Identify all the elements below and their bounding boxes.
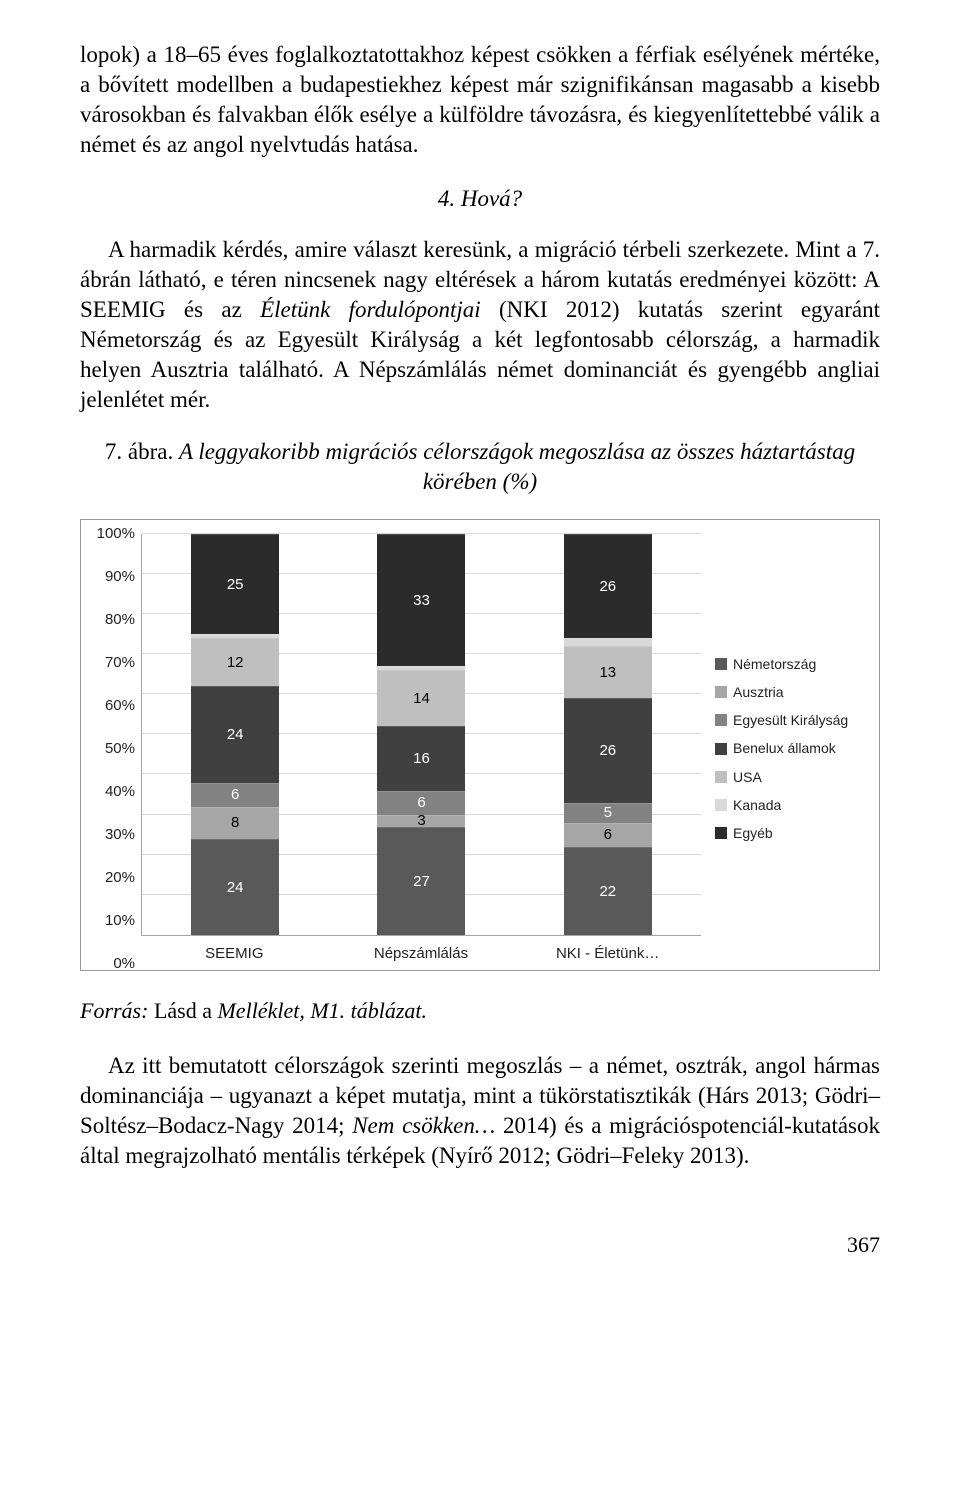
y-tick: 10%	[105, 911, 135, 931]
y-tick: 30%	[105, 825, 135, 845]
legend-item: Ausztria	[715, 683, 871, 701]
legend-swatch	[715, 743, 727, 755]
legend-swatch	[715, 771, 727, 783]
legend-swatch	[715, 658, 727, 670]
legend-label: Egyéb	[733, 824, 773, 842]
legend-item: Egyéb	[715, 824, 871, 842]
segment-value: 16	[413, 749, 430, 769]
segment-value: 26	[599, 741, 616, 761]
bar-segment-uk: 5	[564, 803, 652, 823]
segment-value: 33	[413, 591, 430, 611]
text: 4. Hová?	[438, 186, 522, 211]
bar-segment-de: 24	[191, 839, 279, 935]
legend-label: Ausztria	[733, 683, 784, 701]
bar-segment-usa: 14	[377, 670, 465, 726]
segment-value: 25	[227, 575, 244, 595]
segment-value: 5	[604, 803, 612, 823]
figure-source: Forrás: Lásd a Melléklet, M1. táblázat.	[80, 997, 880, 1026]
segment-value: 24	[227, 725, 244, 745]
y-tick: 80%	[105, 610, 135, 630]
legend-label: Kanada	[733, 796, 781, 814]
segment-value: 24	[227, 878, 244, 898]
bar-segment-bnl: 24	[191, 686, 279, 782]
bar-segment-at: 6	[564, 823, 652, 847]
legend-item: Egyesült Királyság	[715, 711, 871, 729]
segment-value: 6	[417, 793, 425, 813]
segment-value: 8	[231, 813, 239, 833]
x-label: Népszámlálás	[361, 944, 481, 964]
text: lopok) a 18–65 éves foglalkoztatottakhoz…	[80, 42, 880, 157]
y-tick: 90%	[105, 567, 135, 587]
legend-label: Benelux államok	[733, 739, 836, 757]
y-tick: 70%	[105, 653, 135, 673]
y-tick: 50%	[105, 739, 135, 759]
text-em: Életünk fordulópontjai	[260, 297, 481, 322]
source-text-a: Lásd a	[154, 998, 218, 1023]
chart-body: 0%10%20%30%40%50%60%70%80%90%100% 248624…	[89, 534, 871, 964]
legend-label: USA	[733, 768, 762, 786]
segment-value: 12	[227, 653, 244, 673]
text-em: Nem csökken…	[352, 1113, 495, 1138]
plot-area: 248624121252736161413322652613226	[141, 534, 701, 937]
y-tick: 0%	[113, 954, 135, 974]
x-axis-labels: SEEMIG Népszámlálás NKI - Életünk…	[141, 936, 701, 964]
legend-item: USA	[715, 768, 871, 786]
bar-segment-bnl: 26	[564, 698, 652, 802]
legend-label: Németország	[733, 655, 816, 673]
paragraph-3: Az itt bemutatott célországok szerinti m…	[80, 1051, 880, 1171]
text: 367	[847, 1232, 880, 1257]
plot-wrap: 248624121252736161413322652613226 SEEMIG…	[141, 534, 701, 964]
y-tick: 60%	[105, 696, 135, 716]
bar-segment-other: 33	[377, 534, 465, 666]
bar-segment-ca: 2	[564, 638, 652, 646]
chart-container: 0% 10% 20% 30% 40% 50% 60% 70% 80% 90% 100% 24 8 6 24…	[80, 519, 880, 971]
legend-item: Benelux államok	[715, 739, 871, 757]
segment-value: 6	[604, 825, 612, 845]
bar-segment-other: 26	[564, 534, 652, 638]
legend-item: Kanada	[715, 796, 871, 814]
figure-caption: 7. ábra. A leggyakoribb migrációs célors…	[80, 437, 880, 497]
segment-value: 6	[231, 785, 239, 805]
y-tick: 20%	[105, 868, 135, 888]
bar-segment-other: 25	[191, 534, 279, 634]
legend-item: Németország	[715, 655, 871, 673]
segment-value: 14	[413, 689, 430, 709]
bar-segment-usa: 12	[191, 638, 279, 686]
bar-segment-de: 22	[564, 847, 652, 935]
source-label: Forrás:	[80, 998, 154, 1023]
bar-segment-usa: 13	[564, 646, 652, 698]
segment-value: 13	[599, 663, 616, 683]
legend-swatch	[715, 827, 727, 839]
segment-value: 27	[413, 872, 430, 892]
x-label: NKI - Életünk…	[548, 944, 668, 964]
y-tick: 100%	[97, 524, 135, 544]
bar-segment-uk: 6	[191, 783, 279, 807]
legend-swatch	[715, 714, 727, 726]
y-axis: 0%10%20%30%40%50%60%70%80%90%100%	[89, 534, 141, 964]
y-tick: 40%	[105, 782, 135, 802]
legend-swatch	[715, 799, 727, 811]
bar-segment-de: 27	[377, 827, 465, 935]
bar-segment-at: 3	[377, 815, 465, 827]
paragraph-1: lopok) a 18–65 éves foglalkoztatottakhoz…	[80, 40, 880, 160]
segment-value: 26	[599, 577, 616, 597]
bar-segment-bnl: 16	[377, 726, 465, 790]
paragraph-2: A harmadik kérdés, amire választ keresün…	[80, 235, 880, 414]
source-text-italic: Melléklet, M1. táblázat.	[217, 998, 427, 1023]
segment-value: 22	[599, 882, 616, 902]
bar: 24862412125	[191, 534, 279, 936]
figure-number: 7. ábra.	[105, 439, 179, 464]
x-label: SEEMIG	[174, 944, 294, 964]
page-number: 367	[80, 1231, 880, 1260]
section-title: 4. Hová?	[80, 184, 880, 214]
bar: 22652613226	[564, 534, 652, 936]
legend-swatch	[715, 686, 727, 698]
bar-segment-at: 8	[191, 807, 279, 839]
bar: 27361614133	[377, 534, 465, 936]
legend: Németország Ausztria Egyesült Királyság Ben…	[701, 534, 871, 964]
figure-title: A leggyakoribb migrációs célországok meg…	[179, 439, 855, 494]
legend-label: Egyesült Királyság	[733, 711, 848, 729]
